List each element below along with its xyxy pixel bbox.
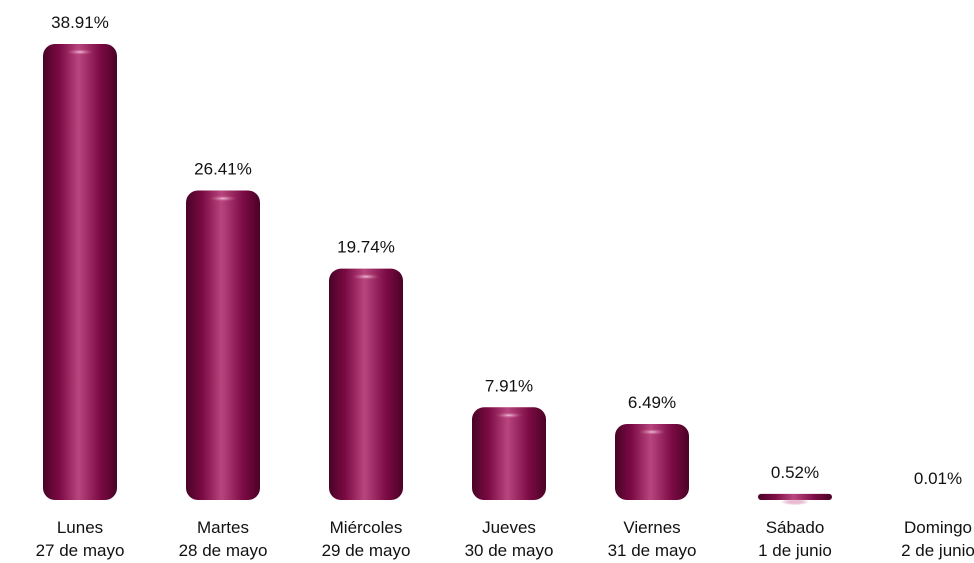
bar-highlight-1 <box>66 48 94 56</box>
category-labels-layer: Lunes 27 de mayo Martes 28 de mayo Miércoles… <box>36 518 974 560</box>
bar-3 <box>329 268 403 500</box>
category-date-5: 31 de mayo <box>608 541 697 560</box>
category-date-4: 30 de mayo <box>465 541 554 560</box>
category-date-2: 28 de mayo <box>179 541 268 560</box>
bar-body-5 <box>615 423 689 500</box>
category-label-4: Jueves 30 de mayo <box>465 518 554 560</box>
category-label-1: Lunes 27 de mayo <box>36 518 125 560</box>
category-label-2: Martes 28 de mayo <box>179 518 268 560</box>
bar-5 <box>615 423 689 500</box>
bar-6 <box>758 493 832 506</box>
bars-layer <box>43 44 832 506</box>
category-day-2: Martes <box>197 518 249 537</box>
bar-highlight-3 <box>352 273 380 280</box>
bar-highlight-6 <box>781 498 809 506</box>
category-day-4: Jueves <box>482 518 536 537</box>
value-label-5: 6.49% <box>628 393 676 412</box>
category-day-1: Lunes <box>57 518 103 537</box>
bar-4 <box>472 407 546 500</box>
category-day-3: Miércoles <box>330 518 403 537</box>
bar-body-6 <box>758 493 832 500</box>
bar-body-1 <box>43 44 117 500</box>
category-date-3: 29 de mayo <box>322 541 411 560</box>
bar-body-2 <box>186 190 260 501</box>
category-label-5: Viernes 31 de mayo <box>608 518 697 560</box>
category-label-3: Miércoles 29 de mayo <box>322 518 411 560</box>
value-label-1: 38.91% <box>51 13 109 32</box>
bar-body-4 <box>472 407 546 500</box>
category-day-5: Viernes <box>623 518 680 537</box>
category-label-7: Domingo 2 de junio <box>901 518 974 560</box>
value-label-6: 0.52% <box>771 463 819 482</box>
category-day-6: Sábado <box>766 518 825 537</box>
category-day-7: Domingo <box>904 518 972 537</box>
value-labels-layer: 38.91% 26.41% 19.74% 7.91% 6.49% 0.52% 0.01% <box>51 13 962 488</box>
value-label-7: 0.01% <box>914 469 962 488</box>
bar-highlight-4 <box>495 412 523 419</box>
value-label-4: 7.91% <box>485 376 533 395</box>
bar-2 <box>186 190 260 501</box>
category-date-7: 2 de junio <box>901 541 974 560</box>
bar-highlight-2 <box>209 195 237 202</box>
bar-highlight-5 <box>638 428 666 436</box>
bar-1 <box>43 44 117 500</box>
value-label-2: 26.41% <box>194 159 252 178</box>
category-date-6: 1 de junio <box>758 541 832 560</box>
value-label-3: 19.74% <box>337 238 395 257</box>
category-date-1: 27 de mayo <box>36 541 125 560</box>
category-label-6: Sábado 1 de junio <box>758 518 832 560</box>
bar-body-3 <box>329 268 403 500</box>
